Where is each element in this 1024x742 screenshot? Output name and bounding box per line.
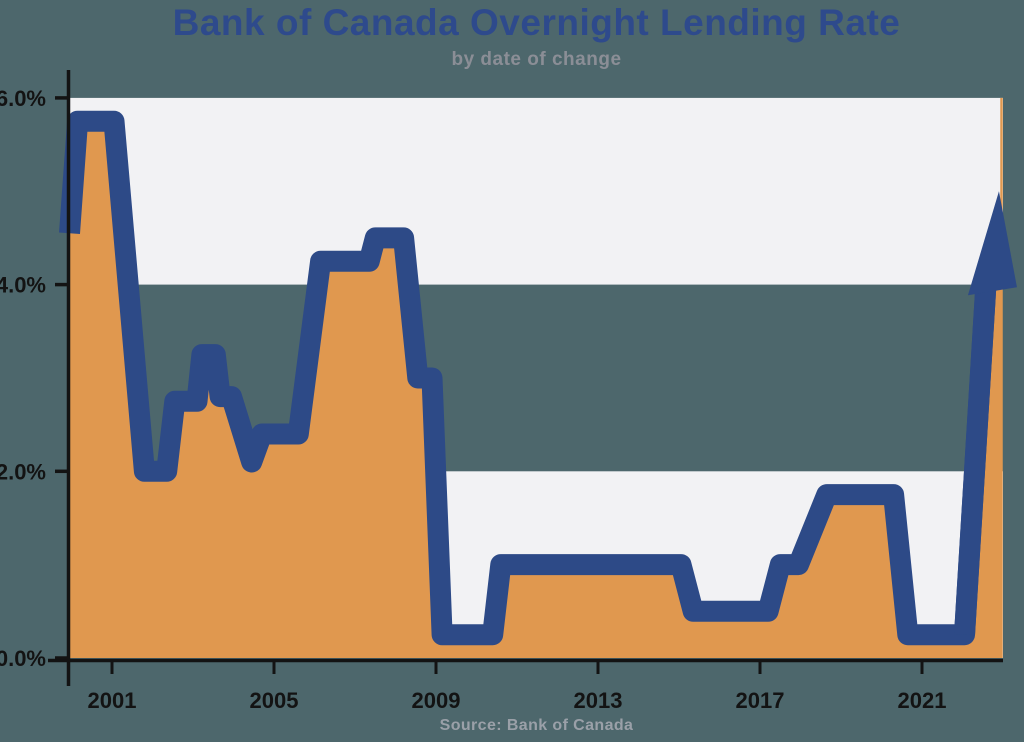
y-tick-label: 0.0% <box>0 646 46 671</box>
x-axis-ticks: 2001 2005 2009 2013 2017 2021 <box>88 659 947 713</box>
y-tick-label: 2.0% <box>0 459 46 484</box>
y-tick-label: 4.0% <box>0 273 46 298</box>
chart-subtitle: by date of change <box>451 49 622 70</box>
y-tick-label: 6.0% <box>0 86 46 111</box>
x-tick-label: 2005 <box>250 688 299 713</box>
rate-area-fill <box>69 121 1002 658</box>
y-axis-ticks: 0.0% 2.0% 4.0% 6.0% <box>0 86 69 671</box>
axes <box>48 70 1003 686</box>
x-tick-label: 2009 <box>412 688 461 713</box>
up-arrow-shaft <box>954 269 998 636</box>
plot-band <box>70 97 1003 285</box>
x-tick-label: 2017 <box>736 688 785 713</box>
rate-step-line <box>59 110 998 646</box>
chart-title: Bank of Canada Overnight Lending Rate <box>172 2 901 43</box>
up-arrow-head <box>967 191 1017 296</box>
source-caption: Source: Bank of Canada <box>439 717 634 734</box>
x-tick-label: 2001 <box>88 688 137 713</box>
x-tick-label: 2013 <box>574 688 623 713</box>
x-tick-label: 2021 <box>898 688 947 713</box>
